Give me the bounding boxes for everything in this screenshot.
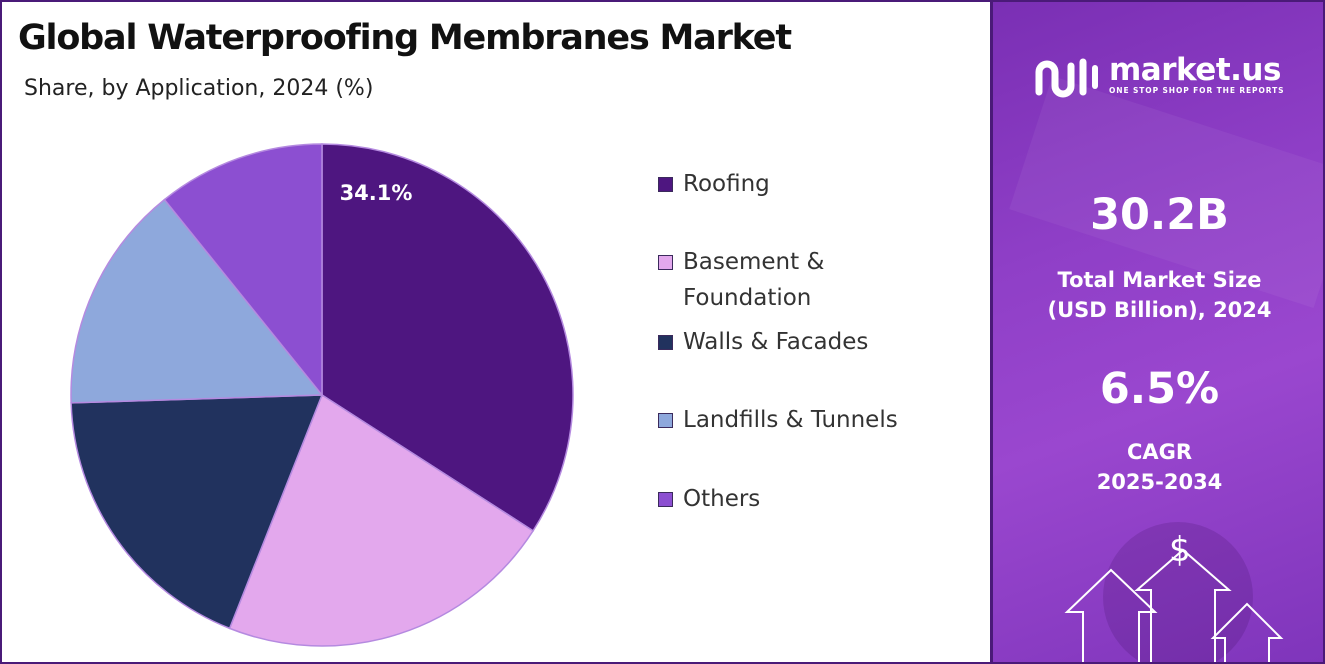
market-size-label-line1: Total Market Size: [1057, 268, 1262, 292]
legend-swatch: [658, 413, 673, 428]
chart-legend: Roofing Basement & Foundation Walls & Fa…: [658, 166, 978, 526]
legend-item-basement-foundation: Basement & Foundation: [658, 244, 853, 316]
growth-arrows-icon: [1064, 548, 1284, 662]
pie-slice-roofing: [321, 143, 574, 532]
pie-slice-landfills-tunnels: [70, 198, 324, 404]
chart-subtitle: Share, by Application, 2024 (%): [24, 76, 374, 101]
chart-panel: Global Waterproofing Membranes Market Sh…: [2, 2, 990, 662]
pie-chart: 34.1%: [70, 143, 574, 647]
legend-swatch: [658, 177, 673, 192]
legend-item-others: Others: [658, 481, 913, 517]
chart-title: Global Waterproofing Membranes Market: [18, 18, 792, 58]
market-size-value: 30.2B: [1090, 190, 1229, 240]
legend-swatch: [658, 492, 673, 507]
data-label-roofing: 34.1%: [340, 181, 413, 205]
legend-label: Landfills & Tunnels: [683, 407, 898, 433]
legend-item-landfills-tunnels: Landfills & Tunnels: [658, 402, 913, 438]
cagr-value: 6.5%: [1099, 364, 1220, 414]
cagr-label-line1: CAGR: [1126, 440, 1193, 464]
legend-item-roofing: Roofing: [658, 166, 913, 202]
pie-slice-others: [163, 143, 323, 398]
brand-name: market.us: [1109, 52, 1281, 88]
summary-panel: market.us ONE STOP SHOP FOR THE REPORTS …: [990, 2, 1323, 662]
legend-swatch: [658, 335, 673, 350]
legend-label: Others: [683, 486, 761, 512]
market-us-logo-icon: [1035, 58, 1098, 98]
background-decoration: [1103, 522, 1253, 662]
dollar-icon: $: [1169, 530, 1191, 570]
legend-item-walls-facades: Walls & Facades: [658, 324, 913, 360]
legend-label: Roofing: [683, 171, 770, 197]
legend-swatch: [658, 255, 673, 270]
pie-slice-walls-facades: [70, 394, 324, 630]
brand-tagline: ONE STOP SHOP FOR THE REPORTS: [1109, 86, 1285, 95]
brand-logo: market.us ONE STOP SHOP FOR THE REPORTS: [1033, 52, 1313, 112]
legend-label: Walls & Facades: [683, 329, 869, 355]
pie-slice-basement-foundation: [228, 393, 535, 647]
legend-label: Basement & Foundation: [683, 249, 825, 311]
cagr-label-line2: 2025-2034: [1096, 470, 1223, 494]
market-size-label-line2: (USD Billion), 2024: [1047, 298, 1272, 322]
